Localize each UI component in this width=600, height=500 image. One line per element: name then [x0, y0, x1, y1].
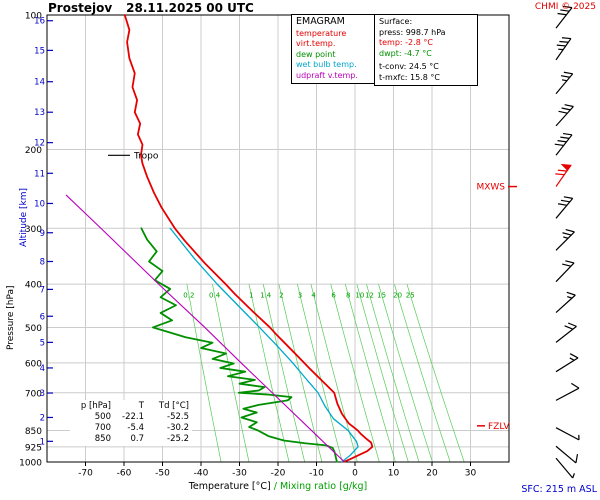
svg-text:1: 1: [249, 291, 253, 299]
surface-temp: temp: -2.8 °C: [379, 38, 433, 47]
legend-items: temperature virt.temp. dew point wet bulb t…: [296, 29, 374, 82]
svg-text:5: 5: [40, 338, 45, 348]
surface-box: Surface: press: 998.7 hPa temp: -2.8 °C …: [374, 14, 478, 86]
svg-text:12: 12: [34, 139, 45, 149]
legend-item-4: udpraft v.temp.: [296, 70, 358, 80]
svg-text:-30: -30: [232, 469, 247, 479]
svg-text:-40: -40: [194, 469, 209, 479]
sounding-datetime: 28.11.2025 00 UTC: [126, 1, 254, 15]
svg-text:11: 11: [34, 169, 45, 179]
svg-text:3: 3: [298, 291, 302, 299]
levels-cell: -22.1: [122, 412, 144, 422]
titlebar: Prostejov 28.11.2025 00 UTC: [48, 1, 254, 15]
svg-text:8: 8: [346, 291, 350, 299]
svg-text:200: 200: [25, 146, 42, 156]
levels-cell: -5.4: [127, 423, 144, 433]
mixing-ratio-axis-caption: / Mixing ratio [g/kg]: [273, 481, 368, 492]
legend-box: EMAGRAM temperature virt.temp. dew point we…: [291, 14, 379, 84]
svg-text:10: 10: [388, 469, 400, 479]
svg-text:300: 300: [25, 225, 42, 235]
svg-text:15: 15: [377, 291, 386, 299]
legend-title: EMAGRAM: [296, 16, 345, 27]
svg-text:-70: -70: [78, 469, 93, 479]
svg-text:20: 20: [426, 469, 438, 479]
svg-text:16: 16: [34, 17, 45, 27]
svg-text:15: 15: [34, 46, 45, 56]
svg-text:10: 10: [34, 199, 45, 209]
levels-cell: -25.2: [167, 434, 189, 444]
svg-text:-10: -10: [309, 469, 324, 479]
svg-text:9: 9: [40, 229, 45, 239]
legend-item-3: wet bulb temp.: [296, 60, 357, 69]
svg-text:0.2: 0.2: [183, 291, 194, 299]
svg-text:7: 7: [40, 285, 45, 295]
svg-text:700: 700: [25, 389, 42, 399]
svg-text:1: 1: [40, 437, 45, 447]
svg-text:13: 13: [34, 108, 45, 118]
legend-item-2: dew point: [296, 49, 336, 59]
svg-text:0: 0: [352, 469, 358, 479]
svg-text:400: 400: [25, 281, 42, 291]
svg-text:-50: -50: [155, 469, 170, 479]
svg-text:6: 6: [331, 291, 336, 299]
svg-text:4: 4: [40, 364, 45, 374]
levels-header-p: p [hPa]: [80, 401, 111, 411]
levels-cell: 850: [94, 434, 111, 444]
levels-header-td: Td [°C]: [158, 401, 189, 411]
pressure-axis-label: Pressure [hPa]: [6, 285, 16, 350]
svg-text:1000: 1000: [19, 459, 42, 469]
station-name: Prostejov: [48, 1, 113, 15]
svg-text:1.4: 1.4: [260, 291, 272, 299]
svg-text:6: 6: [40, 312, 45, 322]
svg-text:600: 600: [25, 359, 42, 369]
svg-text:MXWS: MXWS: [476, 183, 505, 193]
svg-text:925: 925: [25, 443, 42, 453]
svg-text:2: 2: [279, 291, 283, 299]
svg-text:0.4: 0.4: [209, 291, 221, 299]
svg-text:-60: -60: [117, 469, 132, 479]
svg-text:3: 3: [40, 389, 45, 399]
svg-text:Tropo: Tropo: [133, 151, 159, 161]
svg-text:500: 500: [25, 324, 42, 334]
svg-text:10: 10: [355, 291, 364, 299]
svg-text:100: 100: [25, 12, 42, 22]
temperature-axis-caption: Temperature [°C]: [188, 481, 271, 492]
surface-dwpt: dwpt: -4.7 °C: [379, 48, 432, 58]
surface-press: press: 998.7 hPa: [379, 27, 446, 37]
levels-cell: 700: [94, 423, 111, 433]
svg-text:25: 25: [406, 291, 415, 299]
levels-cell: -30.2: [167, 423, 189, 433]
levels-header-t: T: [138, 401, 144, 411]
copyright-label: CHMI © 2025: [534, 2, 596, 12]
svg-text:20: 20: [393, 291, 402, 299]
x-axis-caption: Temperature [°C] / Mixing ratio [g/kg]: [47, 481, 509, 492]
svg-text:8: 8: [40, 257, 45, 267]
station-elevation-label: SFC: 215 m ASL: [521, 484, 597, 495]
svg-text:-20: -20: [271, 469, 286, 479]
svg-text:850: 850: [25, 427, 42, 437]
svg-text:2: 2: [40, 413, 45, 423]
svg-text:4: 4: [311, 291, 316, 299]
levels-cell: 0.7: [130, 434, 144, 444]
altitude-axis-label: Altitude [km]: [19, 187, 29, 247]
legend-item-1: virt.temp.: [296, 39, 336, 48]
svg-text:14: 14: [34, 78, 45, 88]
levels-cell: -52.5: [167, 412, 189, 422]
levels-cell: 500: [94, 412, 111, 422]
levels-table: p [hPa] T Td [°C] 500 -22.1 -52.5 700 -5…: [70, 400, 192, 446]
surface-tmxfc: t-mxfc: 15.8 °C: [379, 72, 440, 82]
surface-tconv: t-conv: 24.5 °C: [379, 62, 439, 71]
legend-item-0: temperature: [296, 28, 347, 38]
surface-title: Surface:: [379, 17, 413, 26]
svg-text:FZLV: FZLV: [488, 422, 510, 432]
svg-text:12: 12: [365, 291, 374, 299]
svg-text:30: 30: [465, 469, 477, 479]
